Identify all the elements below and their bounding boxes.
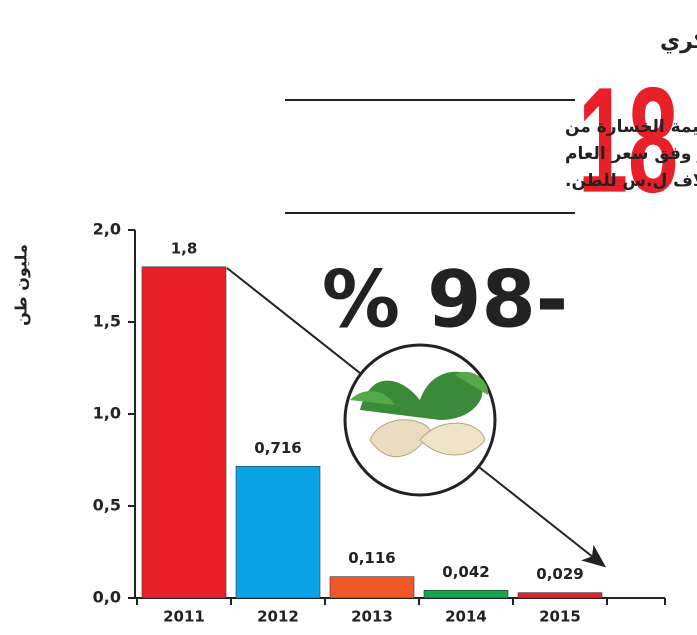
bar — [329, 576, 415, 599]
x-tick-label: 2012 — [257, 608, 299, 626]
y-axis-label: مليون طن — [12, 244, 31, 326]
annotation: % 98- — [322, 255, 568, 345]
headline-text: الحالي 10 آلاف ل.س للطن. — [565, 169, 697, 191]
bar — [423, 589, 509, 599]
value-label: 0,716 — [254, 439, 301, 457]
y-tick-label: 2,0 — [93, 220, 121, 239]
headline-number: 18 — [578, 57, 678, 224]
value-label: 1,8 — [171, 239, 198, 257]
y-tick-label: 1,0 — [93, 404, 121, 423]
value-label: 0,116 — [348, 549, 395, 567]
headline-text: تراجع إنتاج الشوندر وفق سعر العام — [565, 144, 697, 164]
beet-image — [343, 343, 497, 497]
value-label: 0,042 — [442, 563, 489, 581]
value-label: 0,029 — [536, 565, 583, 583]
x-tick-label: 2015 — [539, 608, 581, 626]
bar — [141, 266, 227, 599]
x-tick-label: 2013 — [351, 608, 393, 626]
headline-text: مليار ل.س تقريباً: قيمة الخسارة من — [565, 113, 697, 137]
x-tick-label: 2014 — [445, 608, 487, 626]
bar — [235, 465, 321, 599]
bar — [517, 592, 603, 599]
chart-title: تراجع إنتاج الشوندر السكري — [660, 29, 697, 54]
y-tick-label: 0,5 — [93, 496, 121, 515]
y-tick-label: 1,5 — [93, 312, 121, 331]
x-tick-label: 2011 — [163, 608, 205, 626]
y-tick-label: 0,0 — [93, 588, 121, 607]
